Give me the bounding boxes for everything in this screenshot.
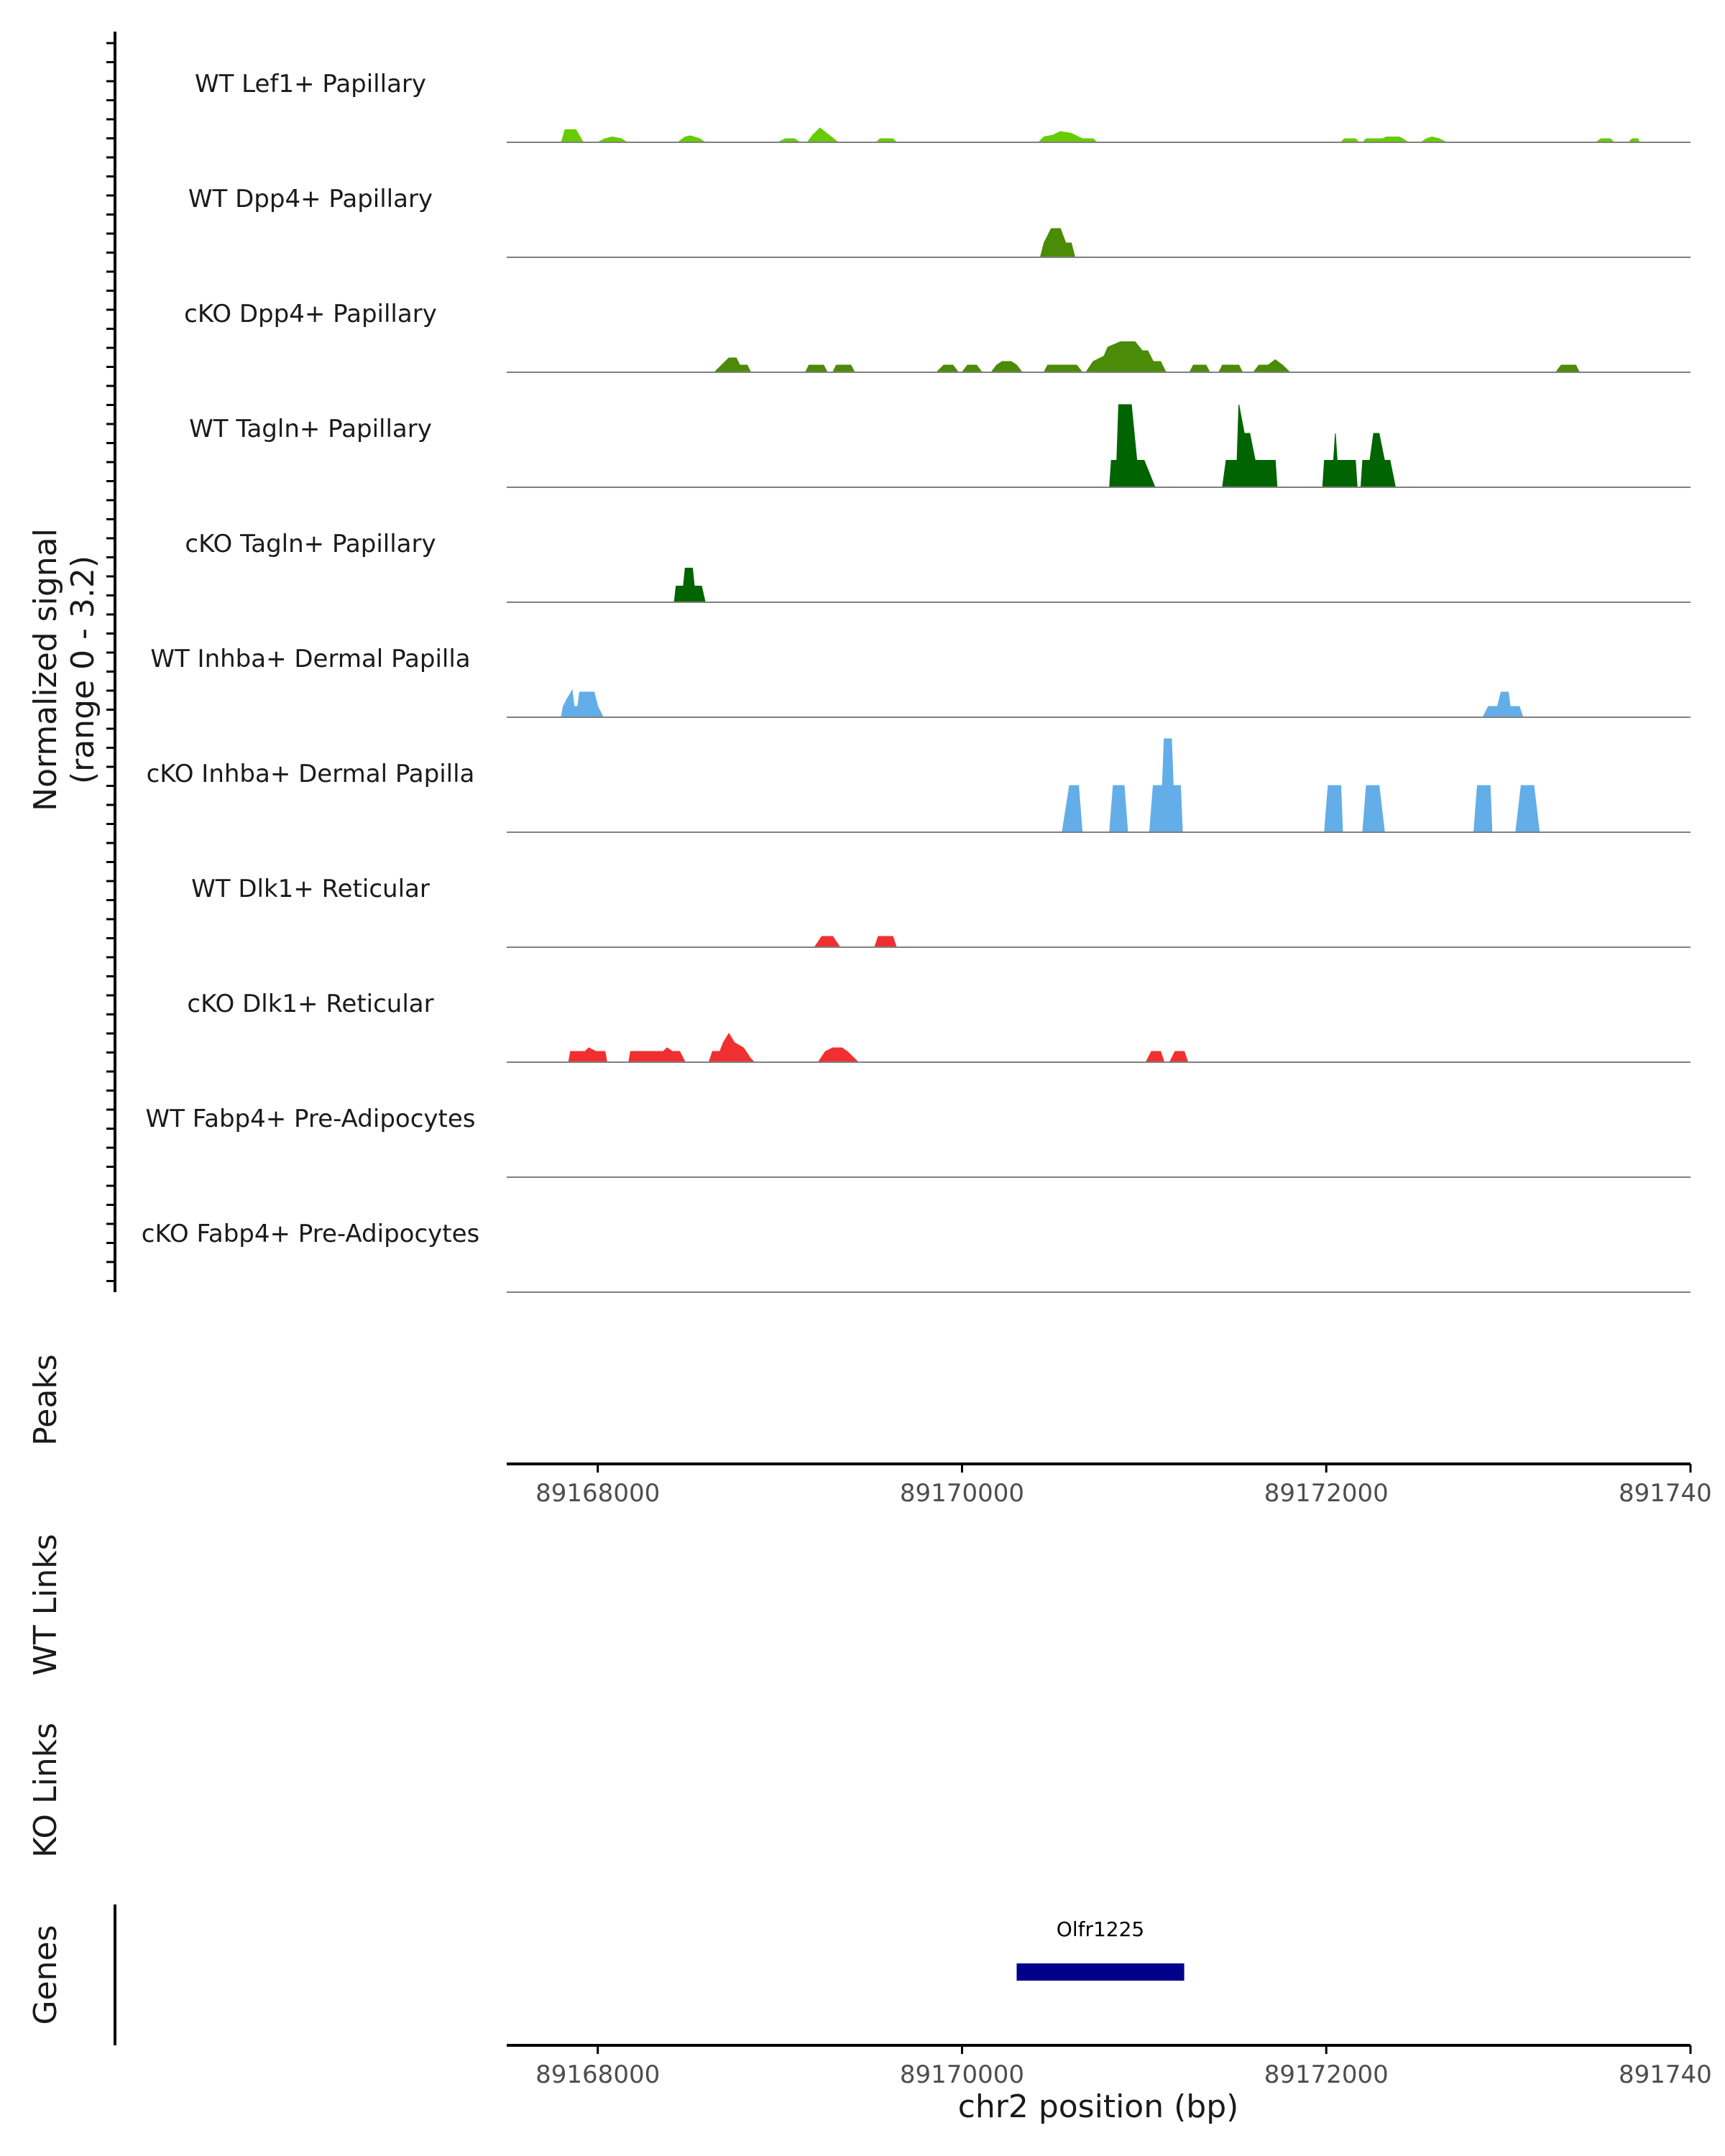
coverage-peak xyxy=(561,688,604,718)
coverage-peak xyxy=(1362,785,1385,833)
track-cko-fabp4-pre-adipocytes: cKO Fabp4+ Pre-Adipocytes xyxy=(142,1220,1690,1293)
x-axis-tick-label: 89170000 xyxy=(900,1479,1024,1508)
coverage-peak xyxy=(814,936,841,948)
track-label: WT Tagln+ Papillary xyxy=(189,415,432,443)
track-wt-lef1-papillary: WT Lef1+ Papillary xyxy=(195,70,1690,143)
coverage-peak xyxy=(1039,228,1076,258)
coverage-peak xyxy=(1085,341,1167,373)
x-axis-tick-label: 89172000 xyxy=(1264,2060,1389,2089)
x-axis-tick-label: 89172000 xyxy=(1264,1479,1389,1508)
coverage-peak xyxy=(1149,738,1183,833)
coverage-peak xyxy=(676,135,707,143)
coverage-peak xyxy=(806,127,840,143)
coverage-peak xyxy=(568,1047,607,1063)
track-wt-dlk1-reticular: WT Dlk1+ Reticular xyxy=(191,875,1690,948)
coverage-peak xyxy=(1109,785,1128,833)
track-cko-tagln-papillary: cKO Tagln+ Papillary xyxy=(185,530,1690,603)
coverage-peak xyxy=(1189,364,1210,373)
x-axis-tick-label: 891740 xyxy=(1619,1479,1712,1508)
coverage-peak xyxy=(804,364,828,373)
x-axis-title: chr2 position (bp) xyxy=(958,2088,1239,2125)
coverage-peak xyxy=(1062,785,1083,833)
coverage-peak xyxy=(1109,404,1156,488)
track-label: WT Dpp4+ Papillary xyxy=(188,185,433,213)
coverage-peak xyxy=(1252,359,1291,373)
track-label: WT Fabp4+ Pre-Adipocytes xyxy=(146,1105,476,1133)
coverage-peak xyxy=(1324,785,1343,833)
track-label: cKO Inhba+ Dermal Papilla xyxy=(147,760,475,788)
coverage-peak xyxy=(961,364,983,373)
coverage-peak xyxy=(1361,137,1409,143)
x-axis-tick-label: 89168000 xyxy=(535,2060,660,2089)
coverage-peak xyxy=(817,1047,860,1063)
coverage-peak xyxy=(1145,1051,1165,1063)
coverage-peak xyxy=(708,1033,755,1063)
coverage-peak xyxy=(1360,433,1397,488)
gene-body-olfr1225 xyxy=(1016,1963,1184,1981)
track-label: cKO Dpp4+ Papillary xyxy=(184,300,437,328)
coverage-peak xyxy=(561,129,584,143)
coverage-peak xyxy=(628,1047,686,1063)
coverage-peak xyxy=(1420,136,1447,143)
peaks-x-axis: 89168000 89170000 89172000 891740 xyxy=(535,1464,1712,1508)
coverage-peak xyxy=(1473,785,1493,833)
track-wt-dpp4-papillary: WT Dpp4+ Papillary xyxy=(188,185,1690,258)
track-label: WT Inhba+ Dermal Papilla xyxy=(150,645,470,673)
track-wt-tagln-papillary: WT Tagln+ Papillary xyxy=(189,404,1690,488)
track-wt-inhba-dermal-papilla: WT Inhba+ Dermal Papilla xyxy=(150,645,1690,718)
coverage-peak xyxy=(713,357,752,373)
coverage-peak xyxy=(1037,131,1098,143)
gene-annotations: Olfr1225 xyxy=(1016,1917,1184,1981)
ko-links-track-title: KO Links xyxy=(27,1723,64,1858)
genes-track-title: Genes xyxy=(27,1925,64,2024)
x-axis-tick-label: 891740 xyxy=(1619,2060,1712,2089)
coverage-peak xyxy=(874,936,897,948)
coverage-peak xyxy=(1222,404,1278,488)
coverage-peak xyxy=(673,568,706,603)
coverage-peak xyxy=(1515,785,1540,833)
coverage-peak xyxy=(990,361,1024,373)
track-label: cKO Fabp4+ Pre-Adipocytes xyxy=(142,1220,480,1248)
coverage-peak xyxy=(1169,1051,1189,1063)
track-cko-inhba-dermal-papilla: cKO Inhba+ Dermal Papilla xyxy=(147,738,1690,833)
track-label: cKO Dlk1+ Reticular xyxy=(187,990,433,1018)
coverage-peak xyxy=(1322,433,1358,488)
coverage-peak xyxy=(1555,364,1581,373)
gene-label-olfr1225: Olfr1225 xyxy=(1057,1917,1144,1941)
coverage-tracks: WT Lef1+ Papillary WT Dpp4+ Papillary cKO … xyxy=(142,70,1690,1293)
wt-links-track-title: WT Links xyxy=(27,1534,64,1675)
track-label: cKO Tagln+ Papillary xyxy=(185,530,436,558)
x-axis-tick-label: 89170000 xyxy=(900,2060,1024,2089)
track-cko-dpp4-papillary: cKO Dpp4+ Papillary xyxy=(184,300,1690,373)
track-label: WT Lef1+ Papillary xyxy=(195,70,426,98)
coverage-peak xyxy=(597,136,628,143)
track-cko-dlk1-reticular: cKO Dlk1+ Reticular xyxy=(187,990,1690,1063)
signal-y-axis-title: Normalized signal xyxy=(27,528,64,811)
signal-y-axis-subtitle: (range 0 - 3.2) xyxy=(65,556,101,784)
coverage-peak xyxy=(935,364,960,373)
x-axis-tick-label: 89168000 xyxy=(535,1479,660,1508)
signal-y-axis-ticks xyxy=(106,42,115,1282)
track-label: WT Dlk1+ Reticular xyxy=(191,875,430,903)
genes-x-axis: 89168000 89170000 89172000 891740 xyxy=(535,2045,1712,2089)
coverage-peak xyxy=(1043,364,1083,373)
track-wt-fabp4-pre-adipocytes: WT Fabp4+ Pre-Adipocytes xyxy=(146,1105,1690,1178)
coverage-peak xyxy=(1218,364,1243,373)
signal-y-axis xyxy=(106,32,116,1292)
coverage-peak xyxy=(832,364,855,373)
coverage-peak xyxy=(1482,691,1524,718)
peaks-track-title: Peaks xyxy=(27,1354,64,1445)
